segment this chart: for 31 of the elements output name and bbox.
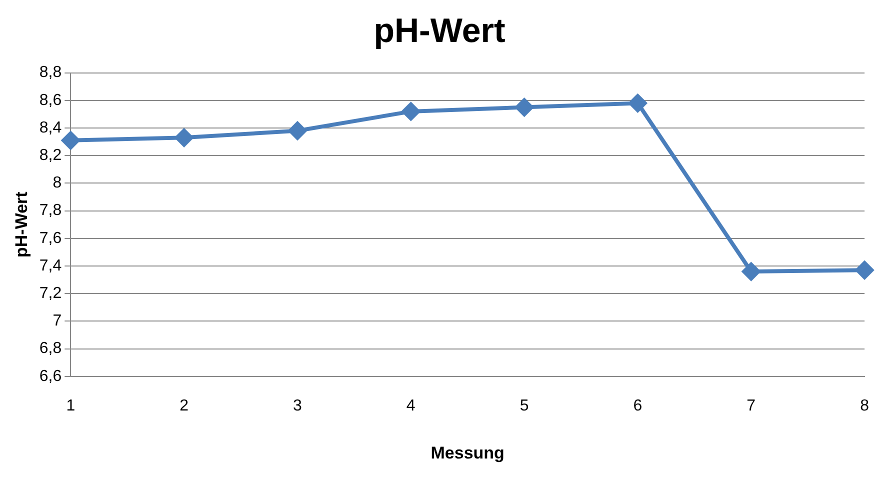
point xyxy=(515,98,534,116)
point xyxy=(742,262,760,281)
x-tick-label: 2 xyxy=(180,397,189,414)
y-tick-label: 6,6 xyxy=(39,368,62,385)
y-tick-label: 6,8 xyxy=(39,340,62,358)
point xyxy=(628,94,647,112)
y-tick-label: 8,2 xyxy=(39,147,62,164)
y-tick-label: 8 xyxy=(52,174,62,192)
point xyxy=(856,261,874,280)
y-tick-label: 7 xyxy=(52,312,62,330)
x-tick-label: 4 xyxy=(406,397,416,414)
y-tick-label: 7,2 xyxy=(39,285,62,302)
point xyxy=(175,128,194,147)
x-tick-label: 7 xyxy=(746,397,756,414)
point xyxy=(402,102,420,120)
chart-title: pH-Wert xyxy=(374,12,506,50)
y-tick-label: 8,4 xyxy=(39,119,62,136)
x-tick-label: 1 xyxy=(66,397,76,414)
x-axis-title: Messung xyxy=(430,443,504,462)
x-tick-label: 3 xyxy=(293,397,302,414)
point xyxy=(62,131,80,150)
y-tick-label: 8,6 xyxy=(39,92,62,109)
point xyxy=(288,122,306,140)
y-tick-label: 7,8 xyxy=(39,202,62,220)
x-tick-label: 6 xyxy=(633,397,642,414)
y-tick-label: 8,8 xyxy=(39,64,62,82)
x-tick-label: 8 xyxy=(860,397,870,414)
y-tick-label: 7,4 xyxy=(39,257,62,274)
y-tick-label: 7,6 xyxy=(39,230,62,247)
y-axis-title: pH-Wert xyxy=(12,191,31,258)
x-tick-label: 5 xyxy=(520,397,529,414)
